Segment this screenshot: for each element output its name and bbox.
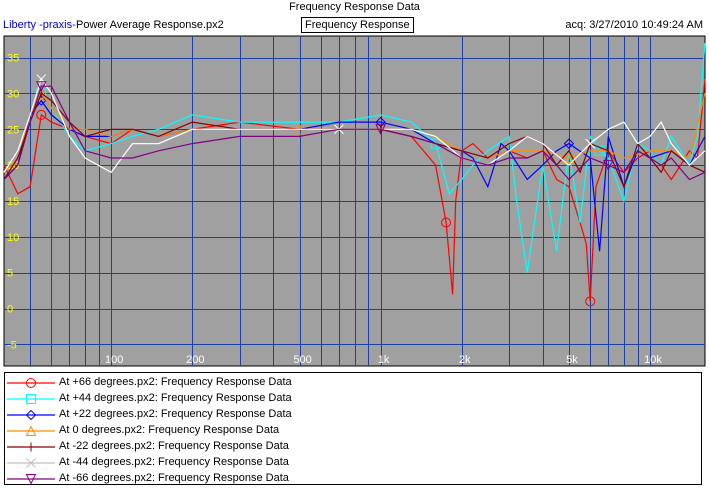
legend-marker [25, 474, 37, 485]
y-tick-label: 15 [7, 196, 19, 208]
legend-swatch [7, 458, 55, 468]
legend-marker-shape [25, 474, 37, 485]
data-point-marker [585, 296, 596, 307]
data-point-marker [430, 138, 441, 149]
y-tick-label: -5 [7, 339, 17, 351]
data-point-marker [375, 124, 386, 135]
x-tick-label: 200 [186, 354, 204, 366]
legend-item: At -44 degrees.px2: Frequency Response D… [5, 455, 699, 471]
legend-swatch [7, 442, 55, 452]
data-point-marker [563, 152, 575, 163]
y-tick-label: 35 [7, 53, 19, 65]
data-point-marker [602, 160, 614, 171]
legend-swatch [7, 394, 55, 404]
legend-marker-shape [26, 378, 36, 388]
legend-marker-shape [25, 425, 37, 436]
y-tick-label: 10 [7, 232, 19, 244]
x-tick-label: 5k [566, 354, 578, 366]
y-tick-label: 0 [7, 304, 13, 316]
data-point-marker [35, 81, 47, 92]
series-line [3, 77, 706, 174]
data-point-marker [441, 217, 452, 228]
data-point-marker [36, 109, 47, 120]
chart-title: Frequency Response Data [289, 1, 420, 13]
y-tick-label: 30 [7, 88, 19, 100]
app-name: Liberty -praxis- [3, 19, 76, 31]
data-point-marker [563, 138, 575, 149]
y-tick-label: 5 [7, 268, 13, 280]
legend-label: At 0 degrees.px2: Frequency Response Dat… [59, 424, 280, 436]
legend-item: At +44 degrees.px2: Frequency Response D… [5, 391, 699, 407]
legend-marker [26, 378, 36, 388]
legend-marker [25, 409, 37, 421]
acquisition-timestamp: acq: 3/27/2010 10:49:24 AM [565, 19, 703, 31]
x-tick-label: 500 [293, 354, 311, 366]
series-6 [3, 81, 706, 181]
legend-marker [25, 425, 37, 436]
legend-item: At 0 degrees.px2: Frequency Response Dat… [5, 423, 699, 439]
legend-marker-shape [26, 458, 36, 468]
legend-marker [26, 458, 36, 468]
legend-marker-shape [26, 394, 36, 404]
plot-type-selector[interactable]: Frequency Response [301, 17, 414, 33]
legend-label: At +66 degrees.px2: Frequency Response D… [59, 376, 292, 388]
legend-label: At +22 degrees.px2: Frequency Response D… [59, 408, 292, 420]
legend-swatch [7, 409, 55, 421]
legend-swatch [7, 378, 55, 388]
data-point-marker [585, 138, 596, 149]
legend: At +66 degrees.px2: Frequency Response D… [4, 372, 702, 485]
legend-label: At +44 degrees.px2: Frequency Response D… [59, 392, 292, 404]
series-line [3, 43, 706, 273]
legend-label: At -22 degrees.px2: Frequency Response D… [59, 440, 289, 452]
legend-swatch [7, 474, 55, 485]
x-tick-label: 100 [105, 354, 123, 366]
legend-label: At -44 degrees.px2: Frequency Response D… [59, 456, 289, 468]
legend-item: At +22 degrees.px2: Frequency Response D… [5, 407, 699, 423]
x-tick-label: 10k [644, 354, 662, 366]
legend-label: At -66 degrees.px2: Frequency Response D… [59, 472, 289, 484]
series-line [3, 85, 706, 181]
legend-swatch [7, 425, 55, 436]
legend-item: At -66 degrees.px2: Frequency Response D… [5, 471, 699, 487]
legend-marker [26, 394, 36, 404]
legend-item: At -22 degrees.px2: Frequency Response D… [5, 439, 699, 455]
file-name: Power Average Response.px2 [76, 19, 224, 31]
legend-marker-shape [25, 409, 37, 421]
y-tick-label: 25 [7, 124, 19, 136]
legend-item: At +66 degrees.px2: Frequency Response D… [5, 375, 699, 391]
x-tick-label: 1k [378, 354, 390, 366]
x-tick-label: 2k [459, 354, 471, 366]
